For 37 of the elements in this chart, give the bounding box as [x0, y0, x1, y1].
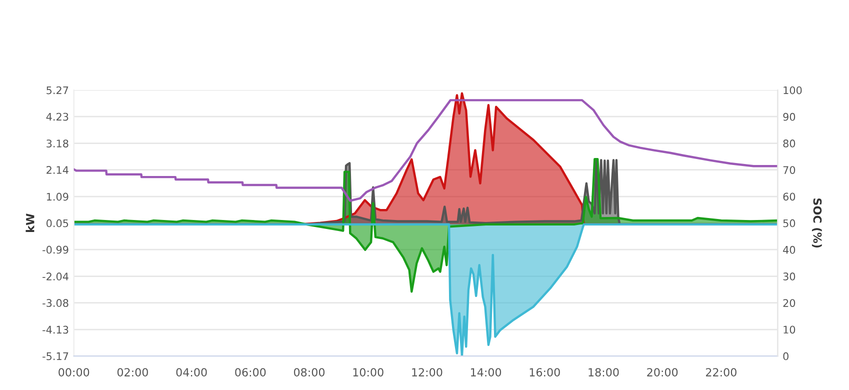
y-tick-label: 0.05 — [46, 219, 68, 228]
y-tick-label: 5.27 — [46, 86, 68, 94]
y2-tick-label: 50 — [783, 219, 796, 228]
y-tick-label: -0.99 — [42, 246, 68, 254]
x-tick-label: 10:00 — [353, 368, 384, 376]
x-tick-label: 04:00 — [176, 368, 207, 376]
y-tick-label: 3.18 — [46, 140, 68, 148]
y2-tick-label: 10 — [784, 326, 796, 334]
x-tick-label: 14:00 — [471, 368, 502, 376]
y-tick-label: 1.09 — [46, 192, 68, 201]
x-tick-label: 18:00 — [588, 368, 619, 376]
x-tick-label: 12:00 — [412, 368, 442, 376]
y-tick-label: -4.13 — [42, 326, 68, 334]
y2-tick-label: 60 — [783, 192, 796, 201]
y2-axis-title: SOC (%) — [812, 198, 822, 248]
x-tick-label: 02:00 — [117, 368, 148, 376]
y2-tick-label: 0 — [783, 352, 788, 360]
y2-tick-label: 20 — [783, 299, 796, 307]
x-tick-label: 00:00 — [58, 368, 90, 376]
x-tick-label: 08:00 — [294, 368, 325, 376]
y2-tick-label: 90 — [783, 112, 796, 121]
y-tick-label: 2.14 — [46, 166, 68, 174]
x-tick-label: 22:00 — [706, 368, 736, 376]
y-tick-label: -3.08 — [42, 299, 68, 307]
y2-tick-label: 70 — [783, 166, 796, 174]
y2-tick-label: 30 — [783, 272, 796, 280]
y-axis-title: kW — [26, 214, 34, 232]
y-tick-label: -2.04 — [42, 272, 68, 280]
y-tick-label: 4.23 — [46, 112, 68, 121]
y2-tick-label: 100 — [784, 86, 802, 94]
x-tick-label: 16:00 — [530, 368, 560, 376]
y2-tick-label: 40 — [783, 246, 796, 254]
y2-tick-label: 80 — [783, 140, 796, 148]
x-tick-label: 06:00 — [235, 368, 266, 376]
x-tick-label: 20:00 — [647, 368, 678, 376]
line-series — [74, 99, 778, 202]
y-tick-label: -5.17 — [42, 352, 68, 360]
